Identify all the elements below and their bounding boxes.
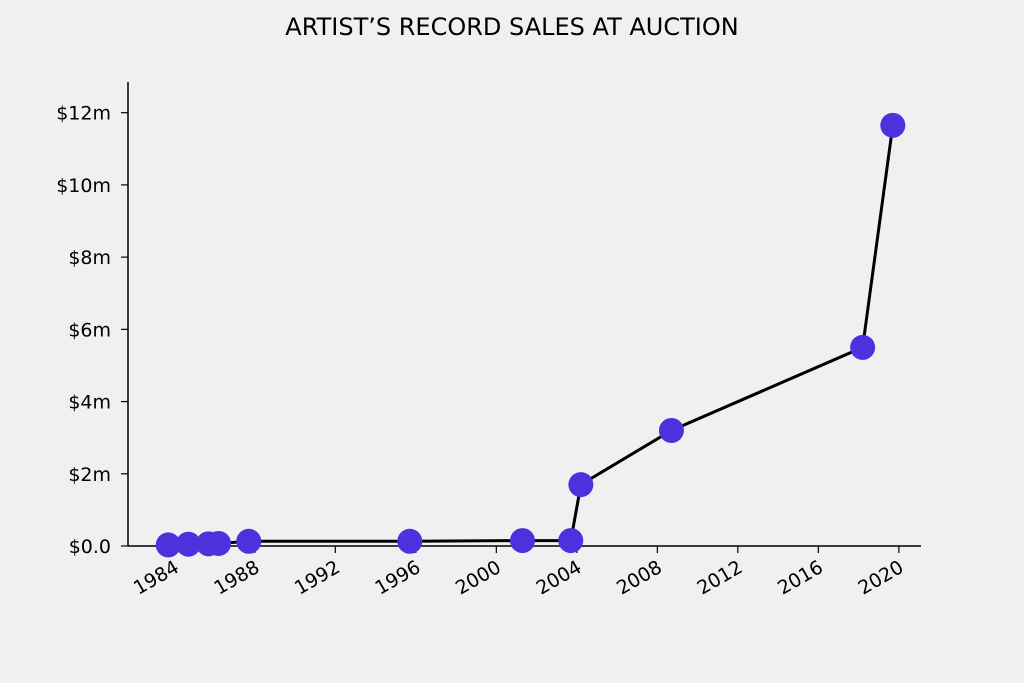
x-tick-label: 1992	[291, 556, 344, 599]
data-point	[175, 531, 201, 557]
x-tick-label: 2016	[774, 556, 827, 599]
data-point	[558, 528, 584, 554]
y-axis: $0.0 $2m $4m $6m $8m $10m $12m	[56, 82, 129, 558]
x-tick-label: 2008	[613, 556, 666, 599]
y-tick-label: $6m	[68, 319, 111, 341]
y-tick-label: $12m	[56, 103, 111, 125]
data-point	[236, 528, 262, 554]
data-point	[509, 528, 535, 554]
x-tick-label: 2012	[693, 556, 746, 599]
y-tick-label: $2m	[68, 464, 111, 486]
data-point	[850, 334, 876, 360]
x-tick-label: 2020	[854, 556, 907, 599]
data-point	[880, 112, 906, 138]
y-tick-label: $10m	[56, 175, 111, 197]
data-point	[397, 528, 423, 554]
data-point	[155, 532, 181, 558]
y-tick-label: $4m	[68, 392, 111, 414]
x-tick-label: 1988	[210, 556, 263, 599]
y-tick-label: $0.0	[69, 536, 111, 558]
data-point	[206, 530, 232, 556]
series-line	[168, 125, 895, 547]
plot-area	[155, 112, 906, 558]
x-axis: 1984 1988 1992 1996 2000 2004 2008 2012 2016 2020	[128, 545, 921, 600]
data-point	[568, 472, 594, 498]
x-tick-label: 1984	[130, 556, 183, 599]
x-tick-label: 2000	[452, 556, 505, 599]
x-tick-label: 1996	[371, 556, 424, 599]
data-point	[658, 417, 684, 443]
x-tick-label: 2004	[532, 556, 585, 599]
chart-title: ARTIST’S RECORD SALES AT AUCTION	[285, 13, 738, 41]
y-tick-label: $8m	[68, 247, 111, 269]
